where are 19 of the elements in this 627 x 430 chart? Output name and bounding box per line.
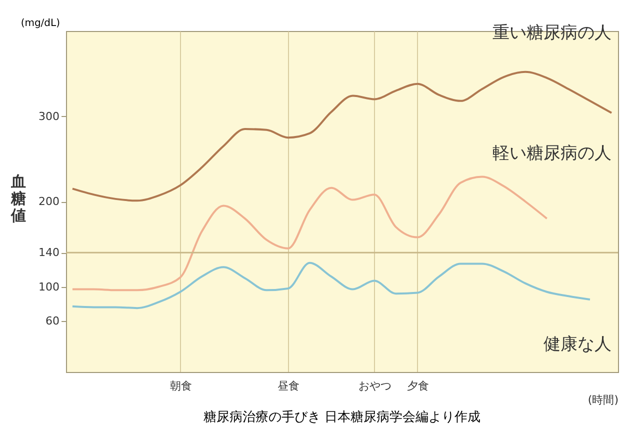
line-series <box>71 70 613 202</box>
y-tick-label: 60 <box>46 314 60 328</box>
line-series <box>71 176 548 292</box>
text: (mg/dL) <box>20 18 60 29</box>
text: 健康な人 <box>544 334 612 355</box>
line-series <box>71 262 591 310</box>
y-tick-label: 300 <box>38 110 60 123</box>
text: 重い糖尿病の人 <box>492 22 612 43</box>
text: 糖尿病治療の手びき 日本糖尿病学会編より作成 <box>203 410 481 425</box>
x-tick-label: 昼食 <box>278 380 300 392</box>
y-tick-label: 140 <box>38 246 60 260</box>
series-label: 軽い糖尿病の人 <box>492 144 612 164</box>
x-tick-label: 夕食 <box>406 380 429 392</box>
x-tick-label: おやつ <box>358 380 392 392</box>
y-tick-label: 100 <box>38 280 60 294</box>
y-axis-title: 血糖値 <box>10 172 26 224</box>
y-tick-label: 200 <box>38 195 60 208</box>
x-axis-title: (時間) <box>588 394 618 406</box>
x-tick-label: 朝食 <box>170 380 192 392</box>
